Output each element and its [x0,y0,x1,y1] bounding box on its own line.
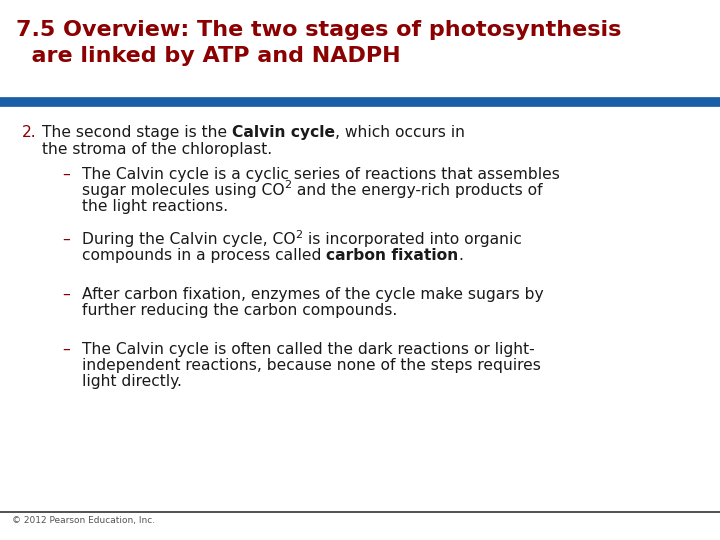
Text: further reducing the carbon compounds.: further reducing the carbon compounds. [82,303,397,318]
Text: are linked by ATP and NADPH: are linked by ATP and NADPH [16,46,400,66]
Text: carbon fixation: carbon fixation [326,248,459,263]
Text: The Calvin cycle is a cyclic series of reactions that assembles: The Calvin cycle is a cyclic series of r… [82,167,560,182]
Text: After carbon fixation, enzymes of the cycle make sugars by: After carbon fixation, enzymes of the cy… [82,287,544,302]
Text: Calvin cycle: Calvin cycle [232,125,335,140]
Text: –: – [62,287,70,302]
Text: is incorporated into organic: is incorporated into organic [302,232,521,247]
Text: 2: 2 [284,180,292,191]
Bar [0,0,720,100]
Text: compounds in a process called: compounds in a process called [82,248,326,263]
Text: .: . [459,248,464,263]
Text: © 2012 Pearson Education, Inc.: © 2012 Pearson Education, Inc. [12,516,155,525]
Text: independent reactions, because none of the steps requires: independent reactions, because none of t… [82,358,541,373]
Text: , which occurs in: , which occurs in [335,125,465,140]
Text: the light reactions.: the light reactions. [82,199,228,214]
Text: –: – [62,342,70,357]
Text: 2: 2 [296,230,302,240]
Text: and the energy-rich products of: and the energy-rich products of [292,183,542,198]
Text: the stroma of the chloroplast.: the stroma of the chloroplast. [42,142,272,157]
Text: –: – [62,232,70,247]
Text: light directly.: light directly. [82,374,182,389]
Text: sugar molecules using CO: sugar molecules using CO [82,183,284,198]
Text: The second stage is the: The second stage is the [42,125,232,140]
Text: During the Calvin cycle, CO: During the Calvin cycle, CO [82,232,296,247]
Text: –: – [62,167,70,182]
Text: 7.5 Overview: The two stages of photosynthesis: 7.5 Overview: The two stages of photosyn… [16,20,621,40]
Text: 2.: 2. [22,125,37,140]
Text: The Calvin cycle is often called the dark reactions or light-: The Calvin cycle is often called the dar… [82,342,535,357]
